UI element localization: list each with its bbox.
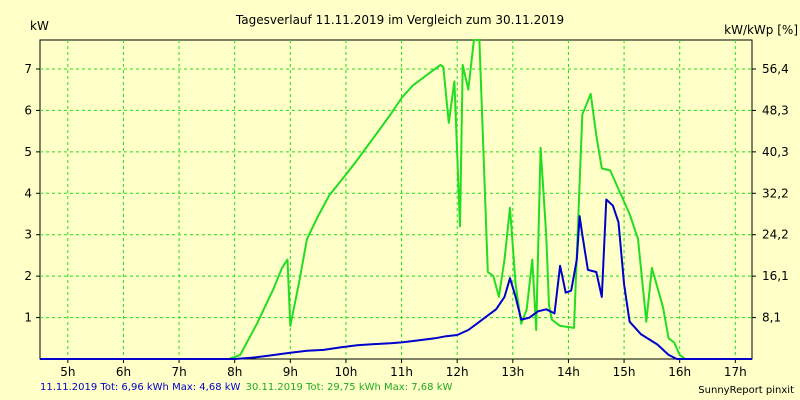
footer-series-1: 11.11.2019 Tot: 6,96 kWh Max: 4,68 kW <box>40 382 241 393</box>
x-tick-label: 13h <box>501 365 524 379</box>
series-lines <box>40 39 752 360</box>
axis-ticks: 5h 6h 7h 8h 9h 10h 11h 12h 13h 14h 15h 16h 17h 1 8,1 2 1… <box>24 62 788 379</box>
x-tick-label: 6h <box>116 365 131 379</box>
y-tick-label-right: 16,1 <box>762 269 789 283</box>
footer-summary: 11.11.2019 Tot: 6,96 kWh Max: 4,68 kW 30… <box>40 382 452 393</box>
x-tick-label: 7h <box>171 365 186 379</box>
y-tick-label-left: 2 <box>24 269 32 283</box>
y-tick-label-left: 4 <box>24 186 32 200</box>
y-tick-label-right: 56,4 <box>762 62 789 76</box>
credit-text: SunnyReport pinxit <box>698 385 794 396</box>
x-tick-label: 17h <box>724 365 747 379</box>
y-tick-label-right: 32,2 <box>762 186 789 200</box>
y-tick-label-left: 1 <box>24 311 32 325</box>
footer-series-2: 30.11.2019 Tot: 29,75 kWh Max: 7,68 kW <box>245 382 453 393</box>
y-axis-left-label: kW <box>30 19 49 33</box>
y-tick-label-left: 3 <box>24 228 32 242</box>
y-axis-right-label: kW/kWp [%] <box>724 23 798 37</box>
x-tick-label: 8h <box>227 365 242 379</box>
x-tick-label: 10h <box>335 365 358 379</box>
y-tick-label-right: 24,2 <box>762 228 789 242</box>
series-line-11.11.2019 <box>40 198 752 360</box>
chart-title: Tagesverlauf 11.11.2019 im Vergleich zum… <box>235 13 564 27</box>
x-tick-label: 14h <box>557 365 580 379</box>
x-tick-label: 11h <box>390 365 413 379</box>
series-line-30.11.2019 <box>40 39 752 360</box>
x-tick-label: 9h <box>283 365 298 379</box>
y-tick-label-left: 6 <box>24 103 32 117</box>
x-tick-label: 16h <box>668 365 691 379</box>
y-tick-label-right: 40,3 <box>762 145 789 159</box>
plot-area <box>39 39 753 360</box>
grid-lines <box>40 40 752 359</box>
y-tick-label-left: 5 <box>24 145 32 159</box>
x-tick-label: 5h <box>60 365 75 379</box>
y-tick-label-right: 48,3 <box>762 103 789 117</box>
x-tick-label: 15h <box>613 365 636 379</box>
x-tick-label: 12h <box>446 365 469 379</box>
y-tick-label-left: 7 <box>24 62 32 76</box>
y-tick-label-right: 8,1 <box>762 311 781 325</box>
